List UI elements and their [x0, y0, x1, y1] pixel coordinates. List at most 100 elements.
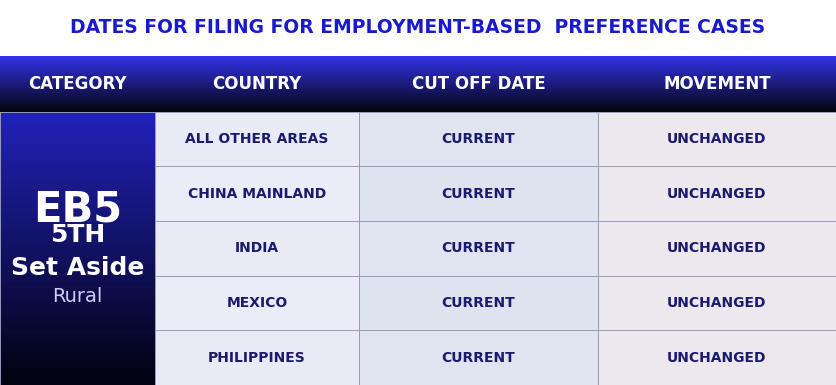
Text: MOVEMENT: MOVEMENT	[663, 75, 771, 93]
Bar	[359, 221, 598, 276]
Bar	[0, 95, 836, 96]
Bar	[0, 316, 155, 320]
Bar	[0, 231, 155, 235]
Bar	[0, 365, 155, 368]
Text: DATES FOR FILING FOR EMPLOYMENT-BASED  PREFERENCE CASES: DATES FOR FILING FOR EMPLOYMENT-BASED PR…	[70, 18, 766, 37]
Bar	[0, 97, 836, 98]
Text: CURRENT: CURRENT	[441, 296, 516, 310]
Bar	[0, 73, 836, 74]
Bar	[0, 99, 836, 100]
Text: CATEGORY: CATEGORY	[28, 75, 126, 93]
Bar	[0, 110, 836, 111]
Bar	[0, 68, 836, 69]
Bar	[0, 111, 836, 112]
Bar	[0, 58, 836, 59]
Bar	[0, 60, 836, 61]
Text: CURRENT: CURRENT	[441, 132, 516, 146]
Text: CUT OFF DATE: CUT OFF DATE	[412, 75, 545, 93]
Bar	[0, 156, 155, 159]
Bar	[0, 194, 155, 197]
Bar	[0, 82, 836, 83]
Bar	[0, 94, 836, 95]
Bar	[0, 323, 155, 327]
Text: MEXICO: MEXICO	[227, 296, 288, 310]
Bar	[0, 71, 836, 72]
Bar	[0, 56, 836, 57]
Bar	[0, 177, 155, 180]
Bar	[0, 146, 155, 149]
Bar	[0, 262, 155, 265]
Text: CURRENT: CURRENT	[441, 241, 516, 255]
Bar	[0, 351, 155, 354]
Bar	[0, 91, 836, 92]
Bar	[0, 67, 836, 68]
Bar	[359, 166, 598, 221]
Bar	[0, 100, 836, 101]
Bar	[0, 69, 836, 70]
Bar	[0, 187, 155, 190]
Bar	[0, 104, 836, 105]
Bar	[0, 347, 155, 351]
Bar	[0, 382, 155, 385]
Bar	[598, 276, 836, 330]
Bar	[0, 105, 836, 106]
Text: Rural: Rural	[52, 287, 103, 306]
Bar	[0, 255, 155, 259]
Bar	[0, 283, 155, 286]
Text: CURRENT: CURRENT	[441, 187, 516, 201]
Bar	[0, 265, 155, 269]
Bar	[0, 77, 836, 78]
Bar	[155, 330, 359, 385]
Bar	[0, 190, 155, 194]
Bar	[0, 122, 155, 126]
Bar	[0, 96, 836, 97]
Bar	[0, 106, 836, 107]
Bar	[0, 361, 155, 365]
Bar	[155, 112, 359, 166]
Bar	[0, 201, 155, 204]
Bar	[0, 107, 836, 108]
Text: UNCHANGED: UNCHANGED	[667, 351, 767, 365]
Bar	[0, 57, 836, 58]
Bar	[0, 89, 836, 90]
Bar	[0, 358, 155, 361]
Bar	[0, 375, 155, 378]
Text: Set Aside: Set Aside	[11, 256, 144, 280]
Bar	[0, 78, 836, 79]
Bar	[0, 80, 836, 81]
Bar	[0, 153, 155, 156]
Bar	[0, 173, 155, 177]
Bar	[0, 102, 836, 103]
Bar	[0, 276, 155, 279]
Text: PHILIPPINES: PHILIPPINES	[208, 351, 306, 365]
Bar	[0, 66, 836, 67]
Text: UNCHANGED: UNCHANGED	[667, 132, 767, 146]
Bar	[0, 337, 155, 341]
Bar	[0, 149, 155, 152]
Bar	[0, 252, 155, 255]
Bar	[0, 303, 155, 306]
Bar	[0, 75, 836, 76]
Bar	[0, 259, 155, 262]
Bar	[0, 290, 155, 293]
Bar	[0, 320, 155, 323]
Bar	[0, 180, 155, 183]
Bar	[0, 238, 155, 241]
Bar	[0, 70, 836, 71]
Bar	[0, 221, 155, 224]
Bar	[0, 313, 155, 316]
Text: 5TH: 5TH	[49, 223, 105, 247]
Bar	[359, 112, 598, 166]
Bar	[0, 234, 155, 238]
Bar	[598, 112, 836, 166]
Bar	[0, 115, 155, 119]
Bar	[0, 211, 155, 214]
Bar	[0, 92, 836, 93]
Bar	[0, 136, 155, 139]
Bar	[0, 341, 155, 344]
Bar	[0, 197, 155, 201]
Bar	[0, 241, 155, 245]
Bar	[0, 84, 836, 85]
Bar	[0, 214, 155, 218]
Bar	[0, 83, 836, 84]
